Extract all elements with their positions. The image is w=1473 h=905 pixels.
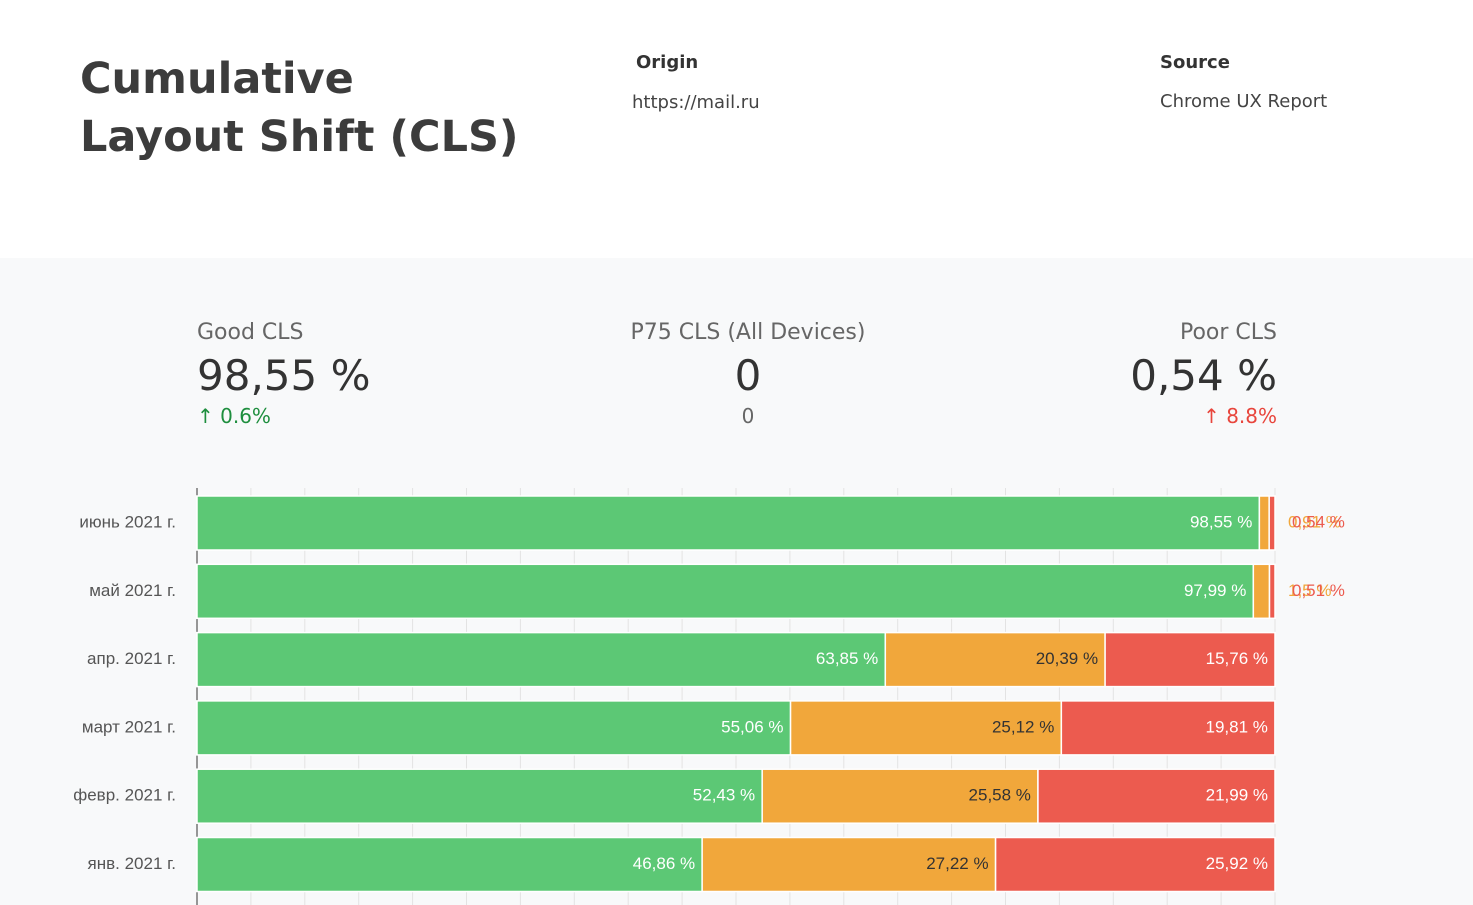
arrow-up: ↑ (197, 404, 221, 428)
value-label: 0,91 % (1288, 512, 1341, 531)
bar-segment (994, 836, 1276, 893)
scorecard-label: Poor CLS (1179, 320, 1277, 345)
y-tick-label: янв. 2021 г. (88, 854, 176, 873)
header: Cumulative Layout Shift (CLS) Origin htt… (0, 0, 1473, 258)
source: Chrome UX Report (1160, 91, 1328, 112)
title: Cumulative Layout Shift (CLS) (80, 54, 519, 162)
scorecard: Poor CLS 0,54 % ↑ 8.8% (977, 320, 1277, 428)
y-tick-label: февр. 2021 г. (73, 786, 176, 805)
value-label: 19,81 % (1206, 717, 1268, 736)
scorecard: P75 CLS (All Devices) 0 0 (548, 320, 948, 428)
scorecard: Good CLS 98,55 % ↑ 0.6% (197, 320, 371, 428)
value-label: 46,86 % (633, 854, 695, 873)
scorecard-change: 8.8% (1226, 404, 1277, 428)
scorecard-value: 98,55 % (197, 351, 371, 400)
scorecard-change: 0 (741, 404, 755, 428)
bar-segment (196, 631, 887, 688)
bar-segment (196, 495, 1261, 551)
bar-segment (1037, 768, 1276, 824)
scorecard-label: P75 CLS (All Devices) (630, 320, 866, 345)
bar-segment (196, 836, 703, 893)
value-label: 52,43 % (693, 786, 755, 805)
value-label: 98,55 % (1190, 512, 1252, 531)
bar-segment (1258, 495, 1270, 551)
bar-segment (196, 700, 792, 756)
value-label: 20,39 % (1036, 649, 1098, 668)
y-tick-label: апр. 2021 г. (87, 649, 176, 668)
value-label: 25,58 % (969, 786, 1031, 805)
scorecard-value: 0 (734, 351, 762, 400)
value-label: 63,85 % (816, 649, 878, 668)
value-label: 25,12 % (992, 717, 1054, 736)
value-label: 21,99 % (1206, 786, 1268, 805)
y-tick-label: июнь 2021 г. (79, 512, 176, 531)
bar-segment (761, 768, 1039, 824)
value-label: 15,76 % (1206, 649, 1268, 668)
arrow-up: ↑ (1203, 404, 1227, 428)
bar-segment (1268, 563, 1276, 620)
scorecard-change: 0.6% (220, 404, 271, 428)
origin-label: Origin (636, 52, 699, 73)
value-label: 25,92 % (1206, 854, 1268, 873)
y-tick-label: май 2021 г. (89, 581, 176, 600)
bar-segment (1104, 631, 1276, 688)
bar-segment (196, 768, 763, 824)
scorecard-label: Good CLS (197, 320, 304, 345)
value-label: 27,22 % (926, 854, 988, 873)
value-label: 97,99 % (1184, 581, 1246, 600)
value-label: 0,51 % (1292, 581, 1345, 600)
value-label: 55,06 % (721, 717, 783, 736)
bar-segment (196, 563, 1255, 620)
value-label: 1,5 % (1288, 581, 1331, 600)
bar-segment (1060, 700, 1276, 756)
origin: https://mail.ru (632, 92, 760, 113)
scorecard-value: 0,54 % (1130, 351, 1277, 400)
bar-segment (701, 836, 997, 893)
source-label: Source (1160, 52, 1230, 73)
bar-segment (1268, 495, 1276, 551)
bar-segment (789, 700, 1063, 756)
bar-segment (884, 631, 1106, 688)
y-tick-label: март 2021 г. (82, 717, 176, 736)
value-label: 0,54 % (1292, 512, 1345, 531)
bar-segment (1252, 563, 1271, 620)
